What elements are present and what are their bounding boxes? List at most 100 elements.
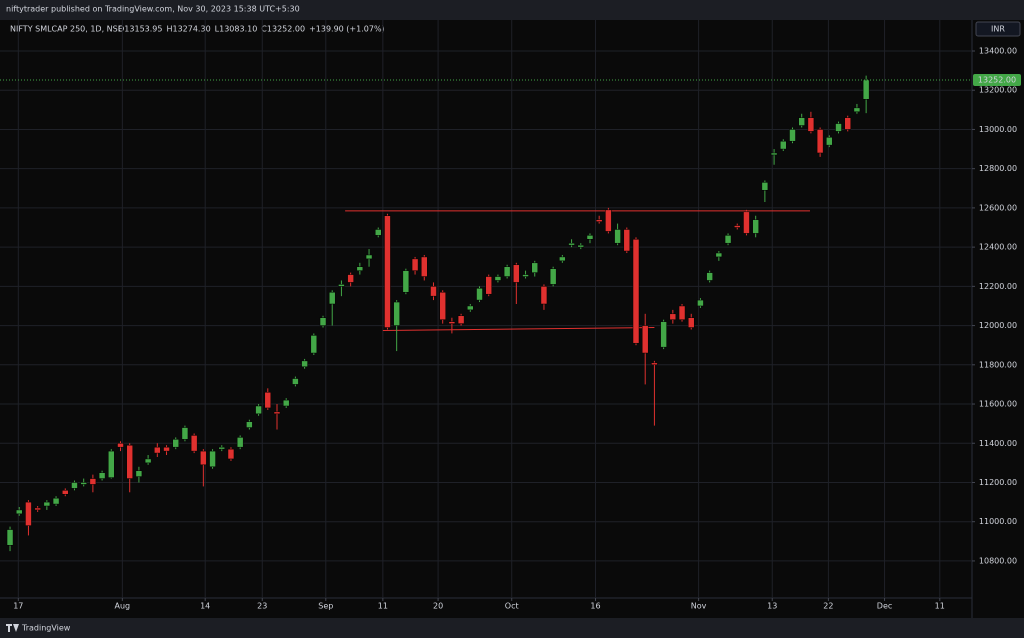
candle-body xyxy=(365,254,373,260)
candle-body xyxy=(614,229,621,244)
candle-body xyxy=(476,288,483,301)
candle-body xyxy=(641,325,649,354)
candle-body xyxy=(577,244,585,248)
candle-body xyxy=(660,321,667,348)
y-tick-label: 11000.00 xyxy=(979,517,1017,526)
candle-body xyxy=(724,235,732,244)
candle-body xyxy=(485,276,492,295)
currency[interactable]: INR xyxy=(991,25,1005,34)
candle-body xyxy=(549,268,557,285)
candle-body xyxy=(126,444,133,479)
candle-body xyxy=(117,443,124,448)
candle-body xyxy=(264,392,272,409)
candle-body xyxy=(181,427,189,440)
candle-body xyxy=(568,242,575,246)
candle-body xyxy=(190,435,198,452)
x-tick-label: 14 xyxy=(200,602,210,611)
candle-body xyxy=(25,501,32,526)
candle-body xyxy=(282,399,290,407)
candle-body xyxy=(826,137,833,146)
candle-body xyxy=(669,313,677,320)
x-tick-label: Sep xyxy=(318,602,333,611)
candle-body xyxy=(154,446,161,454)
candle-body xyxy=(356,266,364,271)
candle-body xyxy=(43,501,51,507)
candle-body xyxy=(52,497,60,505)
brand-logo xyxy=(6,624,19,632)
candle-body xyxy=(71,482,78,489)
candle-body xyxy=(798,117,805,126)
candle-body xyxy=(780,140,787,150)
candle-body xyxy=(402,270,410,293)
candle-body xyxy=(218,446,226,450)
brand: TradingView xyxy=(21,624,71,633)
candle-body xyxy=(338,284,345,287)
candle-body xyxy=(384,215,391,328)
y-tick-label: 12600.00 xyxy=(979,203,1017,212)
candle-body xyxy=(835,123,842,132)
candle-body xyxy=(623,229,631,252)
candle-body xyxy=(135,470,143,477)
candle-body xyxy=(807,117,815,132)
candle-body xyxy=(200,450,207,466)
candle-body xyxy=(789,129,796,142)
candle-body xyxy=(457,315,465,324)
candle-body xyxy=(375,229,382,236)
y-tick-label: 12800.00 xyxy=(979,164,1017,173)
y-tick-label: 13000.00 xyxy=(979,125,1017,134)
last-price-box xyxy=(973,74,1021,87)
x-tick-label: 11 xyxy=(378,602,388,611)
candle-body xyxy=(853,107,861,113)
currency-button[interactable] xyxy=(975,21,1021,37)
candle-body xyxy=(98,472,106,479)
candle-body xyxy=(393,301,400,326)
candle-body xyxy=(209,450,216,468)
y-tick-label: 13400.00 xyxy=(979,46,1017,55)
footer xyxy=(0,618,1024,638)
plot-area xyxy=(0,20,972,598)
candle-body xyxy=(62,490,69,495)
x-tick-label: 11 xyxy=(935,602,945,611)
candle-body xyxy=(844,117,851,130)
y-tick-label: 11600.00 xyxy=(979,400,1017,409)
candle-body xyxy=(531,262,538,273)
candle-body xyxy=(89,478,97,485)
candle-body xyxy=(172,439,179,448)
candle-body xyxy=(273,411,281,415)
candle-body xyxy=(411,258,419,271)
candle-body xyxy=(227,448,235,460)
candle-body xyxy=(743,211,750,234)
candle-body xyxy=(255,405,262,415)
candle-body xyxy=(706,272,713,281)
candle-body xyxy=(328,291,336,305)
candle-body xyxy=(439,291,446,320)
x-tick-label: 17 xyxy=(13,602,23,611)
candle-body xyxy=(761,182,769,191)
candle-body xyxy=(80,482,87,485)
candle-body xyxy=(108,450,115,478)
candle-body xyxy=(734,225,741,228)
candle-body xyxy=(421,256,428,277)
candle-body xyxy=(595,219,603,222)
candle-body xyxy=(163,446,170,452)
x-tick-label: 23 xyxy=(257,602,267,611)
candle-body xyxy=(651,362,658,366)
x-tick-label: Dec xyxy=(877,602,892,611)
candle-body xyxy=(310,335,318,354)
candle-body xyxy=(687,317,695,328)
x-tick-label: 13 xyxy=(767,602,777,611)
candle-body xyxy=(816,129,824,154)
ohlc-legend: O13153.95 H13274.30 L13083.10 C13252.00 +139… xyxy=(118,25,385,34)
candle-body xyxy=(522,274,529,277)
y-tick-label: 11200.00 xyxy=(979,478,1017,487)
candle-body xyxy=(6,529,14,546)
candle-body xyxy=(678,305,686,320)
candle-body xyxy=(862,79,870,100)
candle-body xyxy=(144,458,152,464)
candle-body xyxy=(605,209,612,232)
y-tick-label: 12200.00 xyxy=(979,282,1017,291)
candle-body xyxy=(246,421,253,428)
candle-body xyxy=(15,509,23,515)
